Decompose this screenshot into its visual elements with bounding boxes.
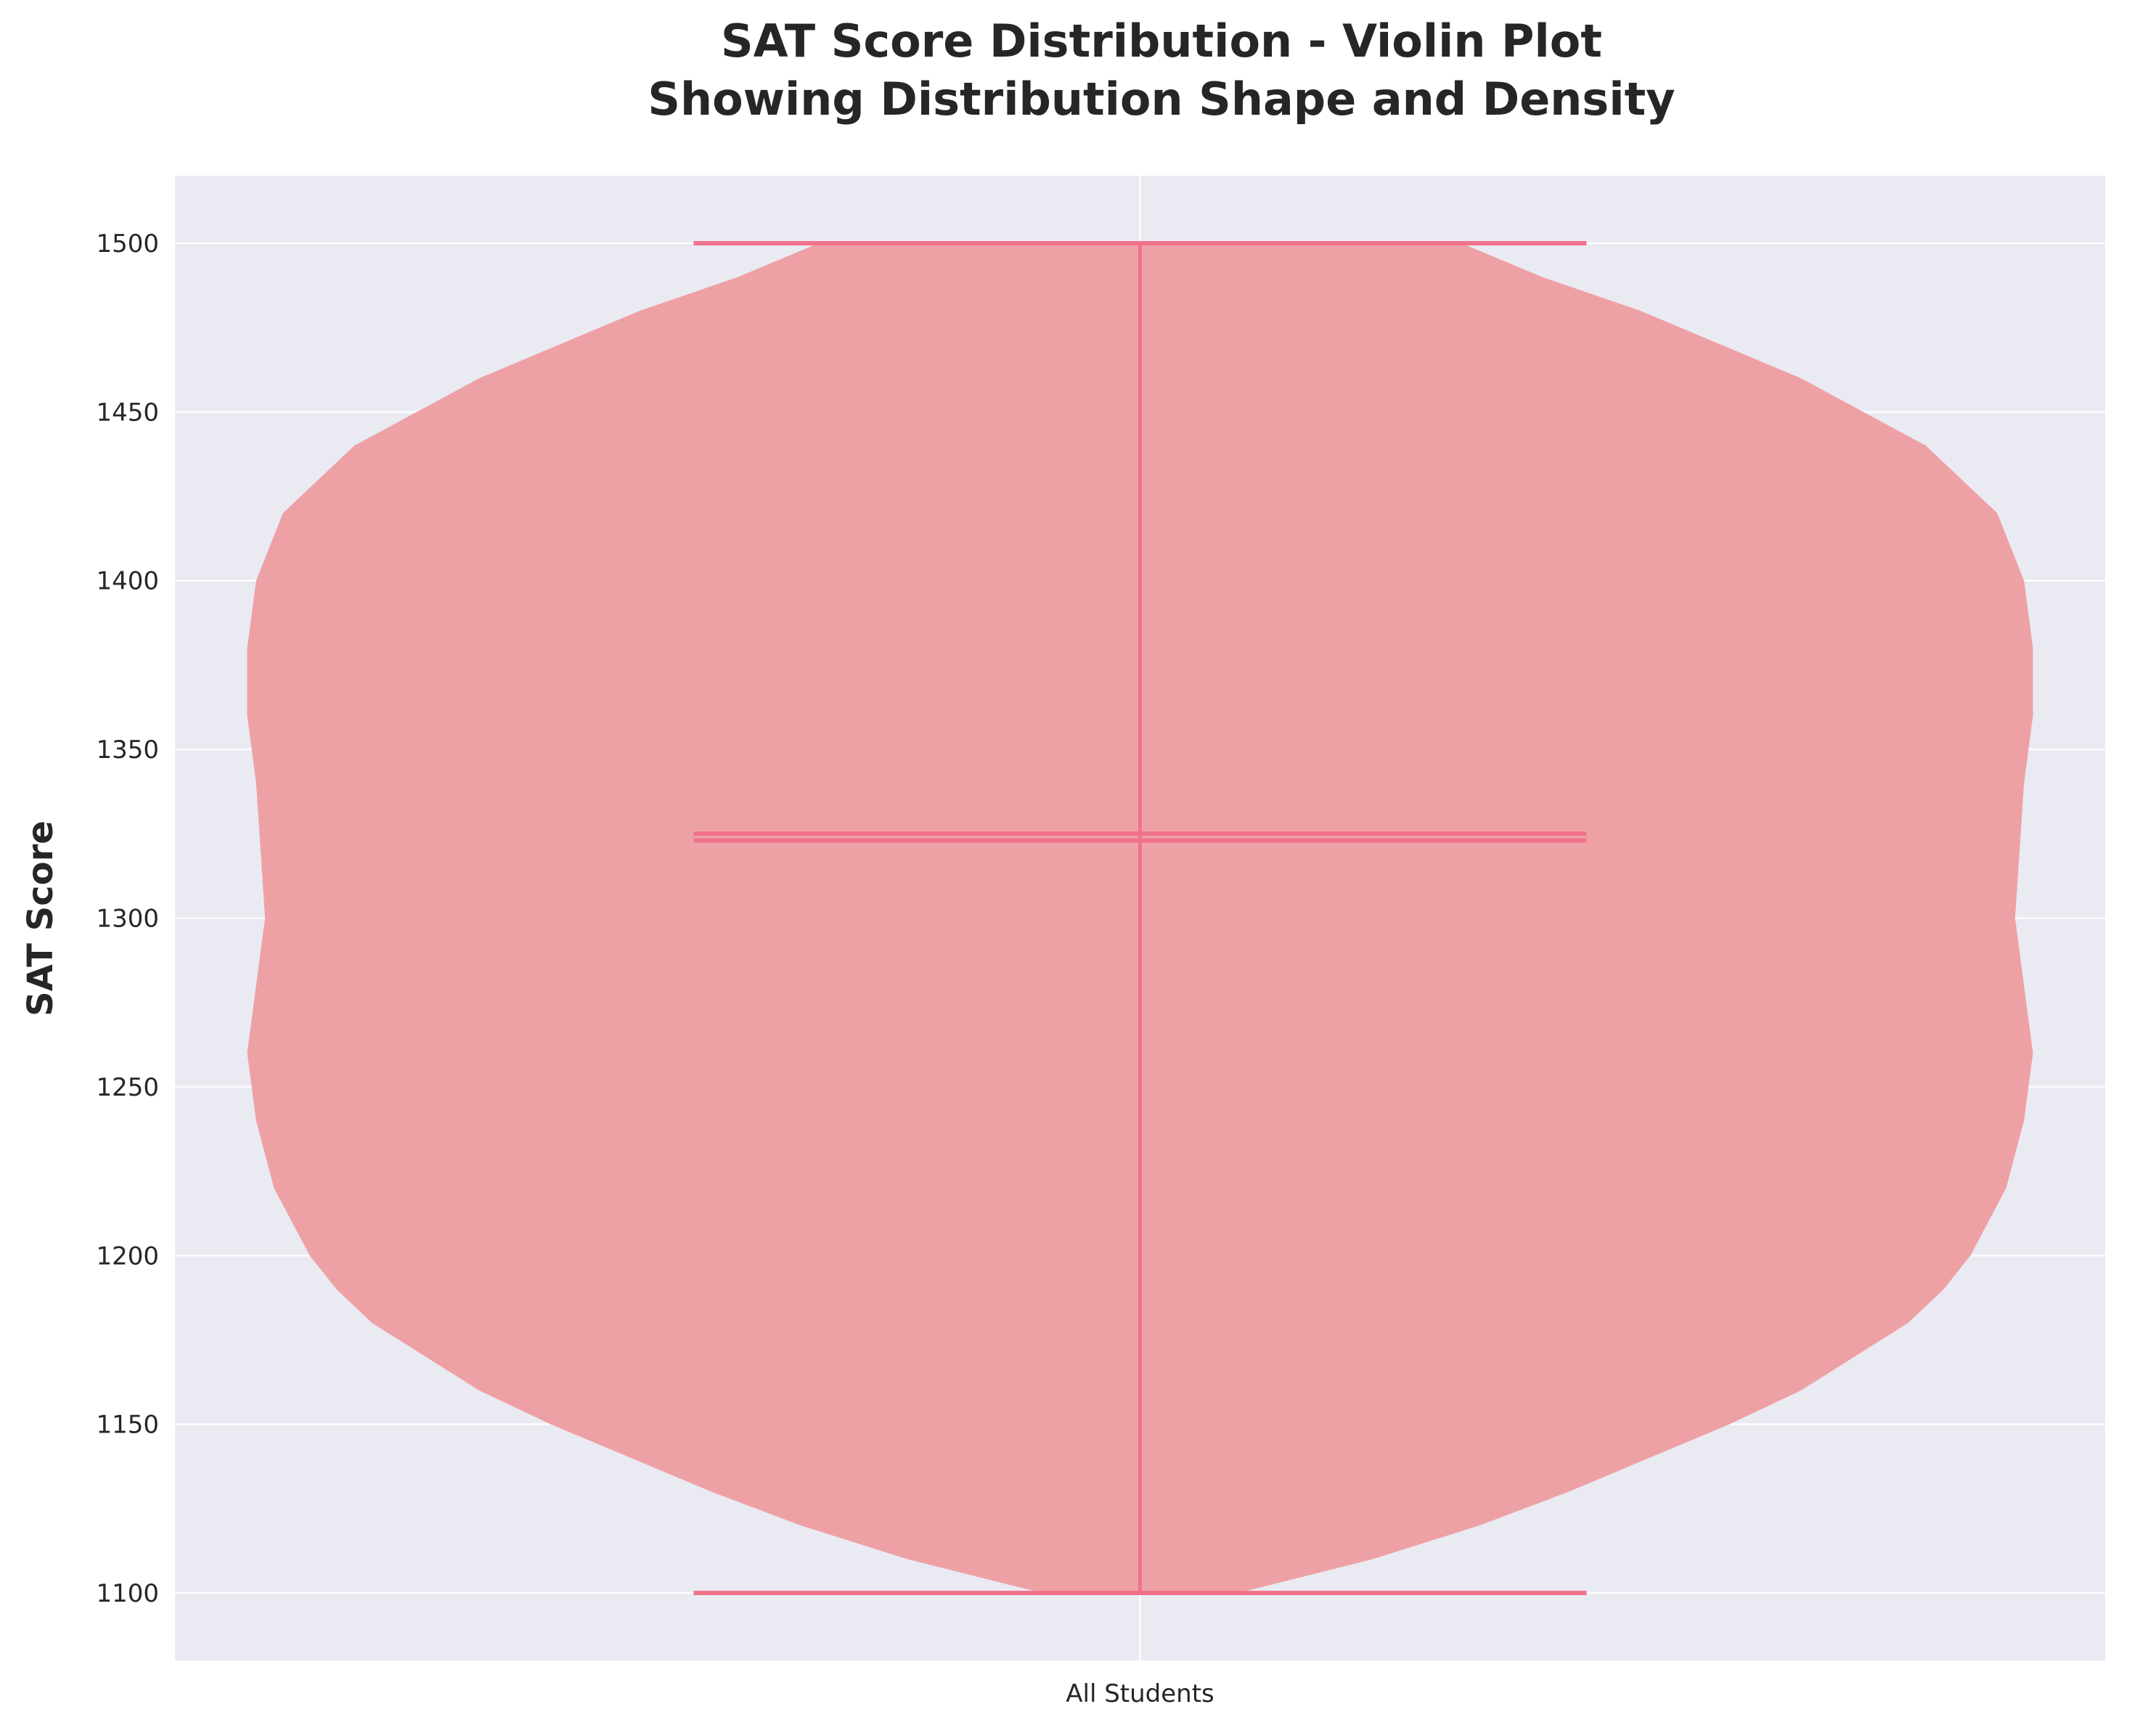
- y-axis-ticks: 1100 1150 1200 1250 1300 1350 1400 1450 1500: [96, 229, 159, 1608]
- y-tick-label: 1200: [96, 1242, 159, 1271]
- chart-title: SAT Score Distribution - Violin Plot: [721, 15, 1602, 68]
- y-tick-label: 1500: [96, 229, 159, 258]
- y-tick-label: 1350: [96, 735, 159, 765]
- y-tick-label: 1150: [96, 1411, 159, 1440]
- y-tick-label: 1400: [96, 567, 159, 596]
- chart-subtitle: Showing Distribution Shape and Density: [648, 73, 1675, 126]
- y-axis-label: SAT Score: [20, 820, 61, 1016]
- violin-layer: [247, 240, 2033, 1596]
- y-tick-label: 1100: [96, 1579, 159, 1608]
- y-tick-label: 1250: [96, 1073, 159, 1102]
- x-axis-ticks: All Students: [1066, 1679, 1214, 1708]
- y-tick-label: 1300: [96, 905, 159, 934]
- x-tick-label: All Students: [1066, 1679, 1214, 1708]
- y-tick-label: 1450: [96, 398, 159, 427]
